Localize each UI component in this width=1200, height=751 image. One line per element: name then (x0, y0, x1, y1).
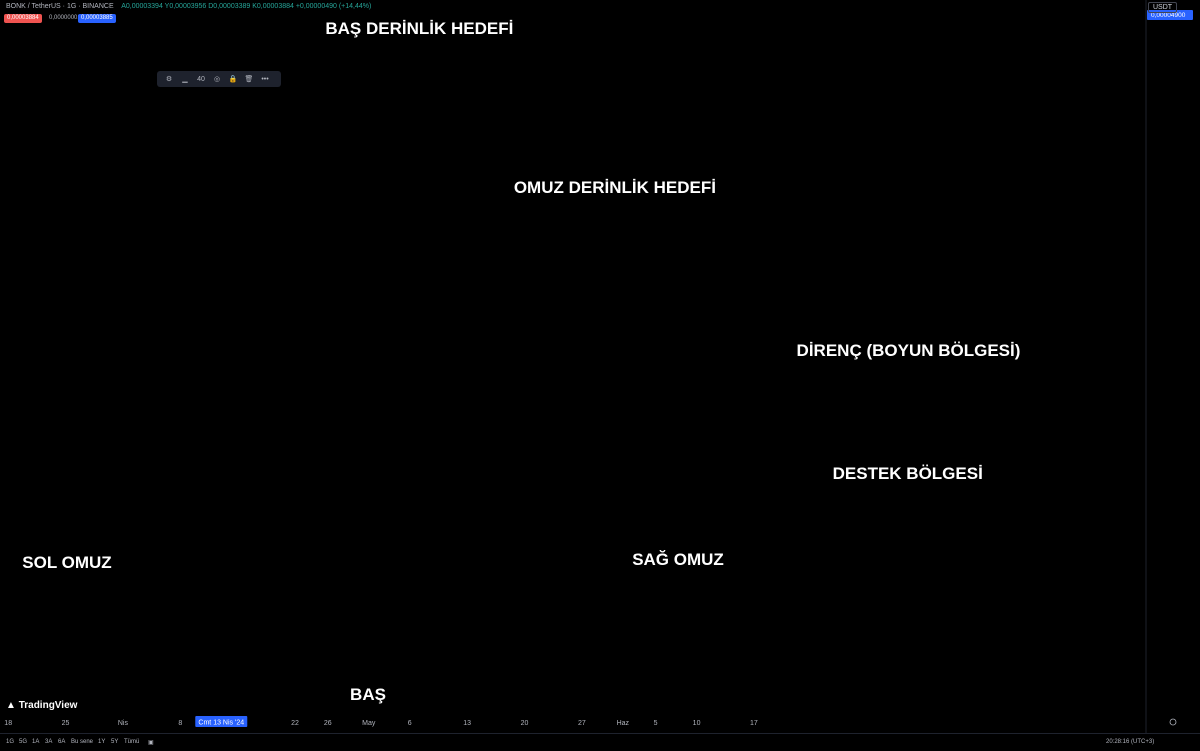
tf-3a[interactable]: 3A (45, 739, 53, 745)
x-tick-label: 18 (4, 720, 12, 727)
resistance-label: DİRENÇ (BOYUN BÖLGESİ) (797, 341, 1021, 360)
x-tick-label: Haz (617, 720, 630, 727)
top-price-box: 0,00004900 (1151, 12, 1186, 19)
more-icon[interactable]: ••• (261, 75, 269, 83)
tf-5g[interactable]: 5G (19, 739, 28, 745)
clock: 20:28:16 (UTC+3) (1106, 739, 1155, 745)
tf-all[interactable]: Tümü (124, 739, 140, 745)
x-tick-label: 25 (62, 720, 70, 727)
tf-1g[interactable]: 1G (6, 739, 15, 745)
visibility-icon[interactable]: ◎ (213, 76, 221, 83)
line-style-icon[interactable]: ▁ (182, 76, 188, 83)
drawing-toolbar[interactable]: ⚙ ▁ 40 ◎ 🔒 🗑 ••• (157, 71, 281, 87)
crosshair-date: Cmt 13 Nis '24 (198, 720, 244, 727)
x-tick-label: 10 (693, 720, 701, 727)
left-shoulder-label: SOL OMUZ (22, 553, 111, 572)
crosshair-date-bg (195, 716, 248, 727)
head-label: BAŞ (350, 685, 386, 704)
tf-ytd[interactable]: Bu sene (71, 739, 94, 745)
support-label: DESTEK BÖLGESİ (833, 464, 983, 483)
price-axis (1146, 0, 1200, 733)
ohlc-readout: A0,00003394 Y0,00003956 D0,00003389 K0,0… (121, 3, 371, 10)
x-tick-label: May (362, 720, 376, 727)
x-tick-label: 17 (750, 720, 758, 727)
tf-6a[interactable]: 6A (58, 739, 66, 745)
tf-1a[interactable]: 1A (32, 739, 40, 745)
shoulder-target-label: OMUZ DERİNLİK HEDEFİ (514, 178, 716, 197)
ohlc-values: A0,00003394 Y0,00003956 D0,00003389 K0,0… (121, 3, 372, 10)
tf-1y[interactable]: 1Y (98, 739, 106, 745)
lock-icon[interactable]: 🔒 (228, 76, 238, 83)
settings-icon[interactable]: ⚙ (165, 76, 173, 83)
x-tick-label: 13 (463, 720, 471, 727)
tradingview-icon: ▲ (6, 700, 19, 711)
head-target-label: BAŞ DERİNLİK HEDEFİ (325, 19, 513, 38)
x-tick-label: 26 (324, 720, 332, 727)
line-width-value[interactable]: 40 (197, 75, 205, 83)
x-tick-label: 6 (408, 720, 412, 727)
sell-price-box[interactable]: 0,00003884 (4, 14, 42, 23)
tf-5y[interactable]: 5Y (111, 739, 119, 745)
x-tick-label: 22 (291, 720, 299, 727)
symbol-title[interactable]: BONK / TetherUS · 1G · BINANCE (6, 3, 114, 10)
settings-icon (1169, 718, 1177, 726)
x-tick-label: 8 (178, 720, 182, 727)
currency-selector[interactable]: USDT (1148, 2, 1178, 13)
tradingview-logo: ▲ TradingView (6, 700, 77, 711)
trash-icon[interactable]: 🗑 (244, 76, 254, 83)
x-tick-label: Nis (118, 720, 129, 727)
brand-name: TradingView (18, 700, 78, 711)
chart-header: BONK / TetherUS · 1G · BINANCE A0,000033… (6, 3, 377, 10)
buy-price-box[interactable]: 0,00003885 (78, 14, 116, 23)
x-tick-label: 20 (521, 720, 529, 727)
bottom-toolbar: 1G 5G 1A 3A 6A Bu sene 1Y 5Y Tümü ▣ 20:2… (0, 733, 1200, 751)
x-tick-label: 5 (654, 720, 658, 727)
date-range-icon[interactable]: ▣ (148, 740, 154, 746)
x-tick-label: 27 (578, 720, 586, 727)
right-shoulder-label: SAĞ OMUZ (632, 550, 724, 569)
spread-value: 0,00000001 (49, 15, 81, 21)
